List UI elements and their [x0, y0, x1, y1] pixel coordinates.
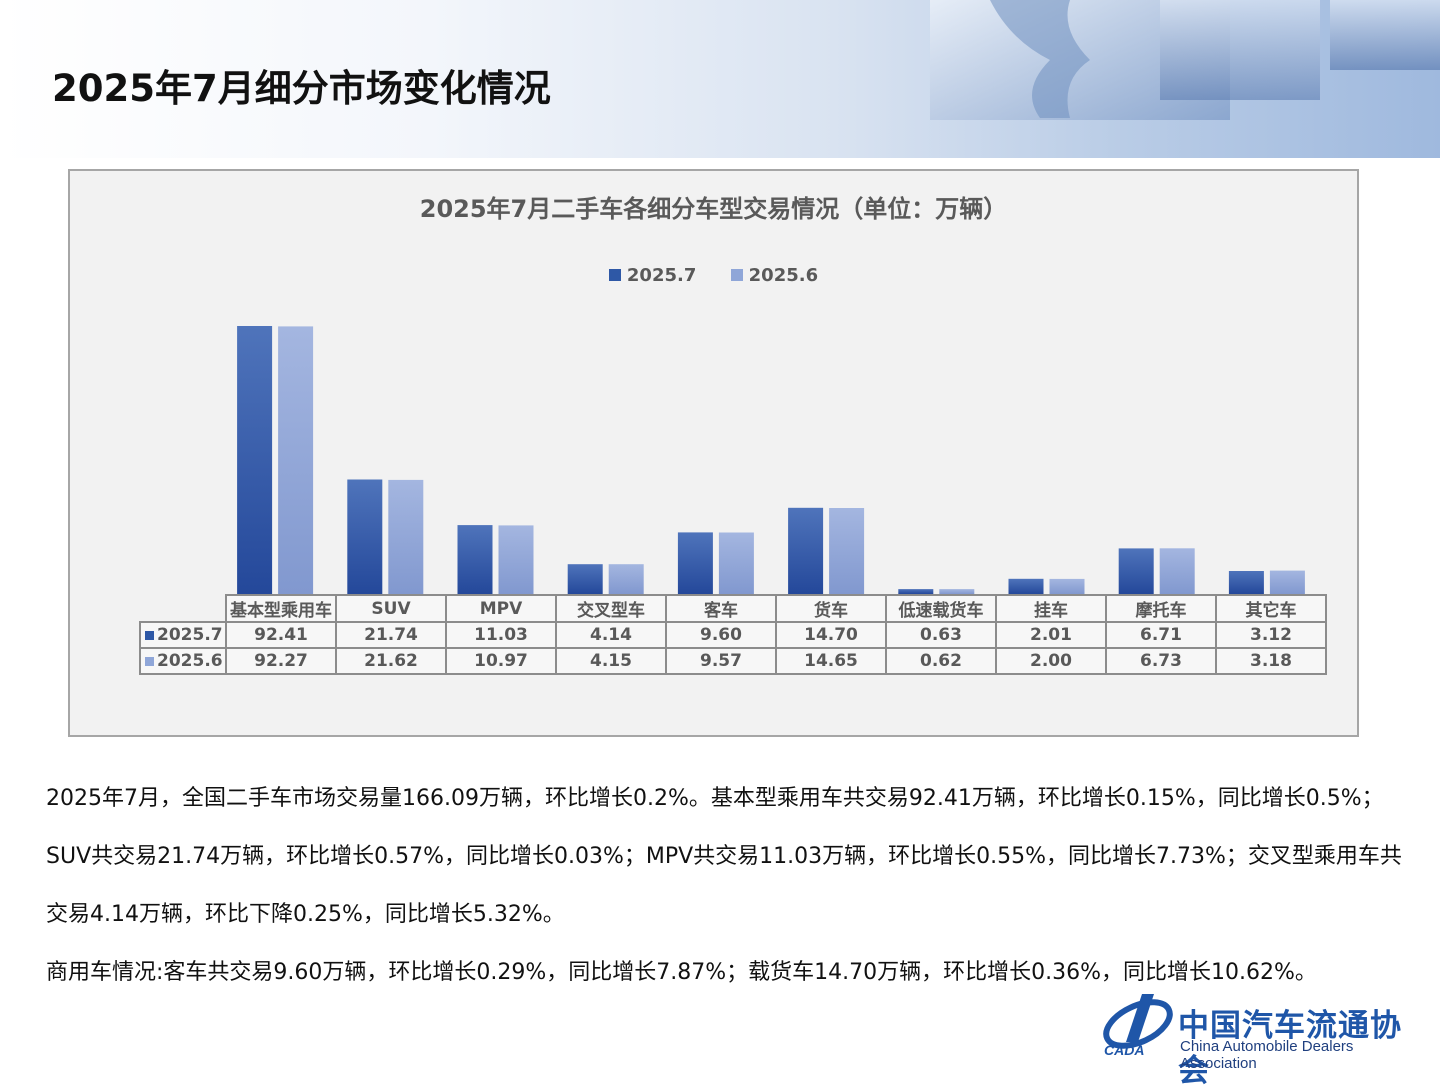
table-cell: 0.63 — [885, 621, 997, 649]
table-series-name: 2025.7 — [157, 625, 223, 645]
table-cell: 92.41 — [225, 621, 337, 649]
table-cell: 14.65 — [775, 647, 887, 675]
summary-text: 2025年7月，全国二手车市场交易量166.09万辆，环比增长0.2%。基本型乘… — [46, 770, 1416, 1002]
bar-2025.7-8 — [1118, 548, 1154, 594]
cada-logo: CADA 中国汽车流通协会 China Automobile Dealers A… — [1098, 990, 1428, 1089]
bar-2025.7-3 — [567, 564, 603, 594]
table-cell: 6.73 — [1105, 647, 1217, 675]
table-header-cell: 交叉型车 — [555, 594, 667, 623]
table-header-cell: 基本型乘用车 — [225, 594, 337, 623]
bar-2025.6-9 — [1269, 570, 1305, 594]
table-cell: 2.00 — [995, 647, 1107, 675]
table-cell: 9.57 — [665, 647, 777, 675]
table-series-name: 2025.6 — [157, 651, 223, 671]
table-cell: 4.14 — [555, 621, 667, 649]
legend-label-2025-6: 2025.6 — [748, 265, 819, 286]
table-header-cell: 客车 — [665, 594, 777, 623]
table-cell: 11.03 — [445, 621, 557, 649]
table-header-cell: 货车 — [775, 594, 887, 623]
legend-label-2025-7: 2025.7 — [626, 265, 697, 286]
bar-2025.6-4 — [718, 532, 754, 594]
table-cell: 2.01 — [995, 621, 1107, 649]
table-series-label-2025-7: 2025.7 — [139, 621, 227, 649]
header-decoration — [930, 0, 1440, 120]
bar-2025.7-0 — [237, 326, 273, 594]
bar-2025.6-0 — [278, 326, 314, 594]
table-corner — [140, 595, 226, 622]
legend-swatch-2025-7 — [608, 269, 621, 281]
table-cell: 21.62 — [335, 647, 447, 675]
bar-2025.7-7 — [1008, 578, 1044, 594]
bar-2025.7-2 — [457, 525, 493, 594]
page-title: 2025年7月细分市场变化情况 — [52, 67, 551, 110]
table-header-cell: 其它车 — [1215, 594, 1327, 623]
table-cell: 6.71 — [1105, 621, 1217, 649]
chart-legend: 2025.7 2025.6 — [70, 265, 1357, 286]
table-header-cell: 低速载货车 — [885, 594, 997, 623]
cada-logo-icon — [1103, 994, 1173, 1049]
bar-2025.7-6 — [898, 589, 934, 594]
table-cell: 92.27 — [225, 647, 337, 675]
legend-item-2025-6: 2025.6 — [730, 265, 819, 286]
bar-plot — [237, 326, 1305, 594]
summary-paragraph-2: 商用车情况:客车共交易9.60万辆，环比增长0.29%，同比增长7.87%；载货… — [46, 960, 1317, 985]
table-cell: 21.74 — [335, 621, 447, 649]
table-header-cell: MPV — [445, 594, 557, 623]
logo-english-name: China Automobile Dealers Association — [1180, 1038, 1354, 1072]
table-header-cell: 挂车 — [995, 594, 1107, 623]
bar-2025.6-8 — [1159, 548, 1195, 594]
bar-2025.6-7 — [1049, 578, 1085, 594]
data-table: 基本型乘用车 SUV MPV 交叉型车 客车 货车 低速载货车 挂车 摩托车 其… — [139, 594, 1327, 675]
table-header-cell: SUV — [335, 594, 447, 623]
bar-2025.7-9 — [1228, 571, 1264, 594]
chart-title: 2025年7月二手车各细分车型交易情况（单位：万辆） — [419, 195, 1008, 223]
legend-swatch-2025-6 — [730, 269, 743, 281]
table-cell: 0.62 — [885, 647, 997, 675]
table-cell: 4.15 — [555, 647, 667, 675]
chart-frame: 2025年7月二手车各细分车型交易情况（单位：万辆） 2025.7 2025.6… — [68, 169, 1359, 737]
bar-2025.6-3 — [608, 564, 644, 594]
bar-2025.7-5 — [788, 507, 824, 594]
bar-2025.6-1 — [388, 479, 424, 594]
legend-item-2025-7: 2025.7 — [608, 265, 697, 286]
bar-2025.7-4 — [677, 532, 713, 594]
table-swatch-2025-7 — [145, 631, 154, 640]
table-cell: 3.18 — [1215, 647, 1327, 675]
table-header-cell: 摩托车 — [1105, 594, 1217, 623]
table-row-2025-7: 2025.7 92.41 21.74 11.03 4.14 9.60 14.70… — [139, 621, 1327, 649]
table-cell: 3.12 — [1215, 621, 1327, 649]
table-series-label-2025-6: 2025.6 — [139, 647, 227, 675]
table-header-row: 基本型乘用车 SUV MPV 交叉型车 客车 货车 低速载货车 挂车 摩托车 其… — [140, 594, 1327, 623]
bar-2025.6-2 — [498, 525, 534, 594]
logo-abbr: CADA — [1104, 1042, 1145, 1058]
table-row-2025-6: 2025.6 92.27 21.62 10.97 4.15 9.57 14.65… — [139, 647, 1327, 675]
bar-2025.7-1 — [347, 479, 383, 594]
table-cell: 9.60 — [665, 621, 777, 649]
bar-2025.6-5 — [829, 508, 865, 594]
bar-2025.6-6 — [939, 589, 975, 594]
table-swatch-2025-6 — [145, 657, 154, 666]
summary-paragraph-1: 2025年7月，全国二手车市场交易量166.09万辆，环比增长0.2%。基本型乘… — [46, 786, 1402, 927]
table-cell: 10.97 — [445, 647, 557, 675]
table-cell: 14.70 — [775, 621, 887, 649]
